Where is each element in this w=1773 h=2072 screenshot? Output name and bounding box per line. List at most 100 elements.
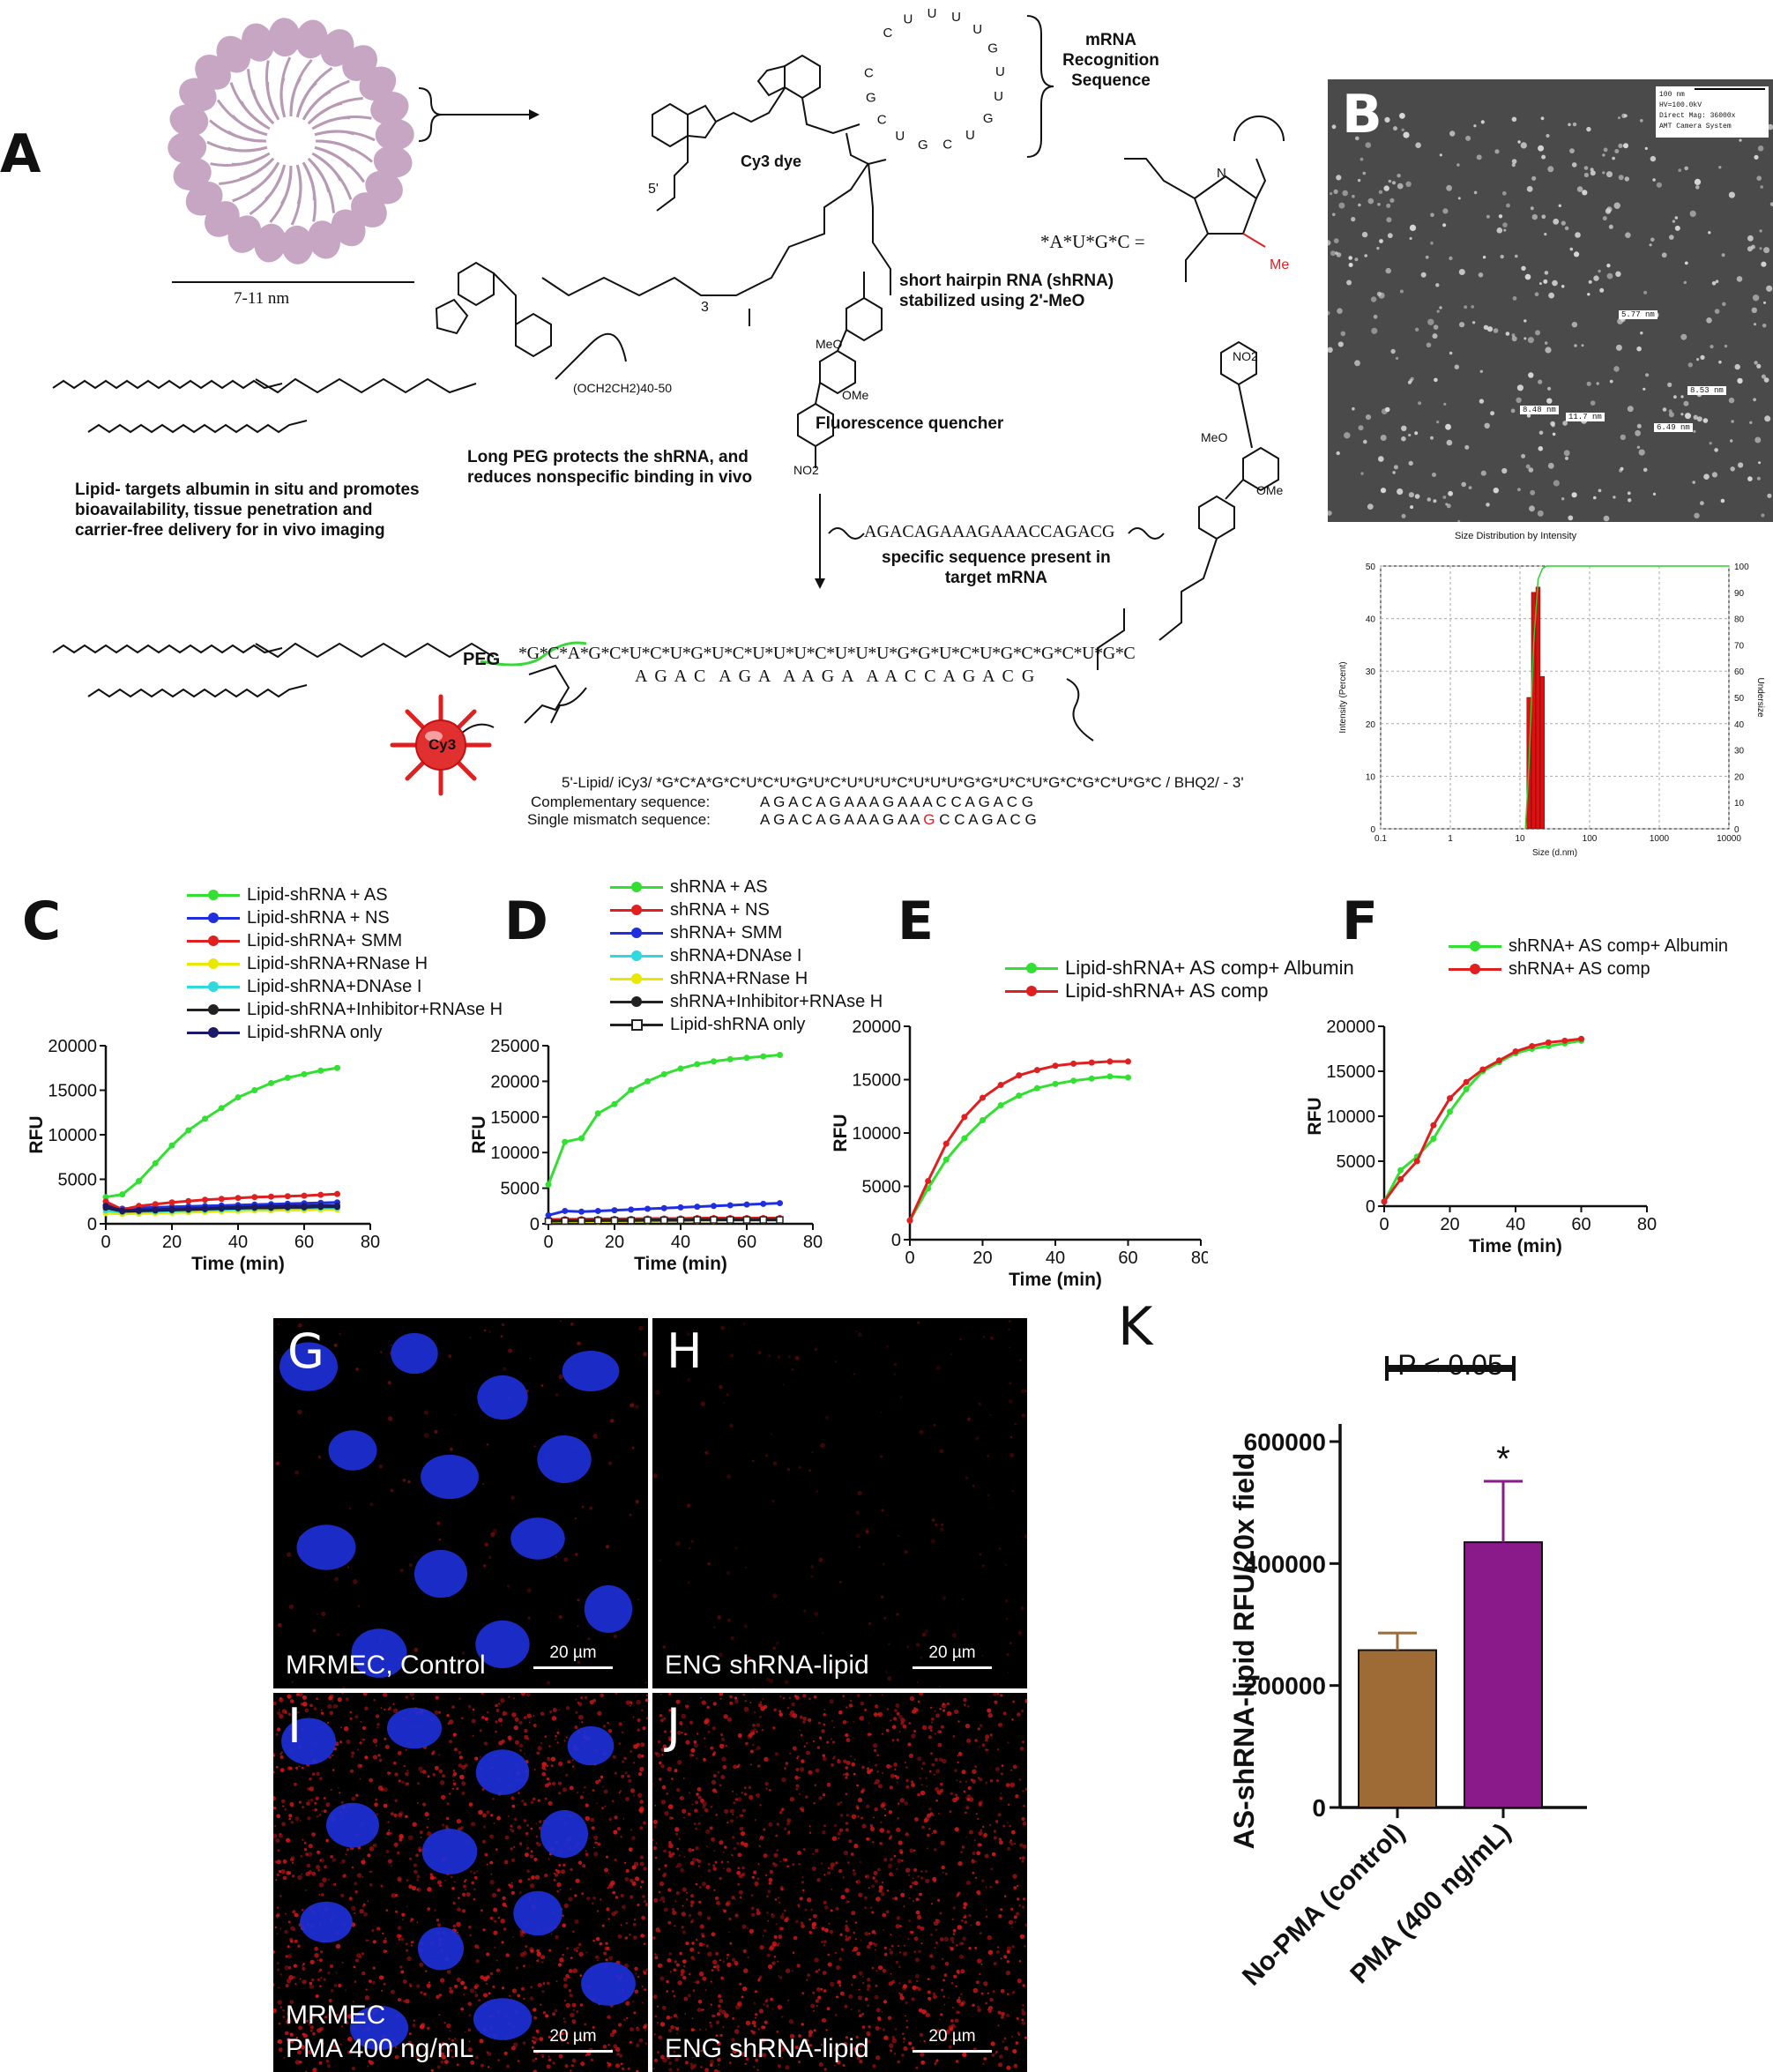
red-puncta [302,1874,303,1875]
red-puncta [889,1810,892,1814]
red-puncta [899,1951,901,1953]
red-puncta [1022,1984,1024,1986]
red-puncta [519,1842,522,1845]
red-puncta [986,1909,987,1911]
red-puncta [381,1707,383,1709]
red-puncta [996,1950,1000,1954]
red-puncta [583,1792,585,1793]
red-puncta [428,1981,430,1983]
red-puncta [889,2044,893,2048]
tem-background [1328,79,1773,522]
red-puncta [799,1466,802,1470]
red-puncta [779,1696,781,1697]
red-puncta [849,1703,853,1707]
nanoparticle [1731,466,1735,471]
red-puncta [872,1967,875,1970]
strand-bottom: A G A C A G A A A G A A A C C A G A C G [635,667,1036,687]
y-tick-label: 5000 [862,1178,902,1197]
red-puncta [894,1769,896,1770]
red-puncta [316,1994,319,1998]
nanoparticle [1625,232,1631,238]
nanoparticle [1572,322,1577,327]
red-puncta [613,1755,616,1759]
nanoparticle [1384,185,1389,190]
nanoparticle [1692,481,1695,484]
red-puncta [1003,1711,1007,1715]
red-puncta [781,1927,784,1930]
red-puncta [1019,1857,1021,1859]
ome-label-2: OMe [842,388,868,402]
red-puncta [350,1718,353,1720]
red-puncta [1024,1534,1027,1539]
red-puncta [832,1837,837,1841]
micrograph-g-scalebar: 20 µm [533,1643,613,1669]
red-puncta [716,1901,720,1905]
red-puncta [707,1706,710,1709]
red-puncta [523,2041,526,2045]
nanoparticle [1759,229,1762,232]
red-puncta [870,1827,875,1831]
red-puncta [447,1970,451,1974]
red-puncta [554,1879,556,1882]
red-puncta [905,1785,909,1789]
red-puncta [894,1709,898,1712]
red-puncta [633,1923,637,1927]
red-puncta [899,1889,901,1891]
red-puncta [277,1727,280,1731]
red-puncta [985,1854,989,1859]
red-puncta [288,1814,292,1817]
red-puncta [952,1798,957,1803]
red-puncta [653,2068,655,2069]
red-puncta [880,1822,882,1823]
red-puncta [919,1893,922,1897]
red-puncta [933,1879,936,1882]
red-puncta [547,1778,549,1780]
red-puncta [422,1803,426,1807]
red-puncta [909,1754,913,1758]
red-puncta [1007,1847,1010,1851]
red-puncta [667,1958,671,1963]
red-puncta [906,1645,909,1648]
nanoparticle [1738,462,1743,467]
red-puncta [288,1818,291,1821]
nanoparticle [1700,501,1704,505]
red-puncta [628,1779,631,1783]
red-puncta [915,1957,920,1962]
red-puncta [689,1547,690,1549]
data-point [268,1204,274,1210]
nanoparticle [1587,382,1591,386]
red-puncta [723,1852,725,1853]
nanoparticle [1381,435,1387,441]
red-puncta [696,1883,698,1886]
red-puncta [894,1897,898,1900]
red-puncta [845,2005,848,2009]
red-puncta [713,1850,715,1852]
red-puncta [657,2022,659,2024]
nanoparticle [1440,153,1442,156]
red-puncta [962,1937,965,1941]
red-puncta [531,1800,534,1804]
red-puncta [1018,1904,1021,1907]
red-puncta [864,1932,868,1936]
red-puncta [643,1352,647,1356]
red-puncta [756,1746,761,1750]
red-puncta [512,1936,514,1938]
red-puncta [997,1946,999,1948]
nanoparticle [1574,251,1579,257]
nanoparticle [1552,423,1555,427]
red-puncta [277,1917,279,1919]
red-puncta [897,1782,898,1784]
red-puncta [369,1502,373,1506]
red-puncta [510,1847,513,1850]
nanoparticle [1548,293,1554,299]
red-puncta [848,1839,852,1843]
data-point [1430,1136,1436,1142]
lipid-tail [304,165,314,200]
red-puncta [515,1718,519,1722]
red-puncta [736,1816,738,1818]
red-puncta [937,1790,942,1794]
red-puncta [801,1734,803,1737]
data-point [302,1203,308,1209]
red-puncta [897,2061,900,2064]
red-puncta [723,2026,725,2028]
